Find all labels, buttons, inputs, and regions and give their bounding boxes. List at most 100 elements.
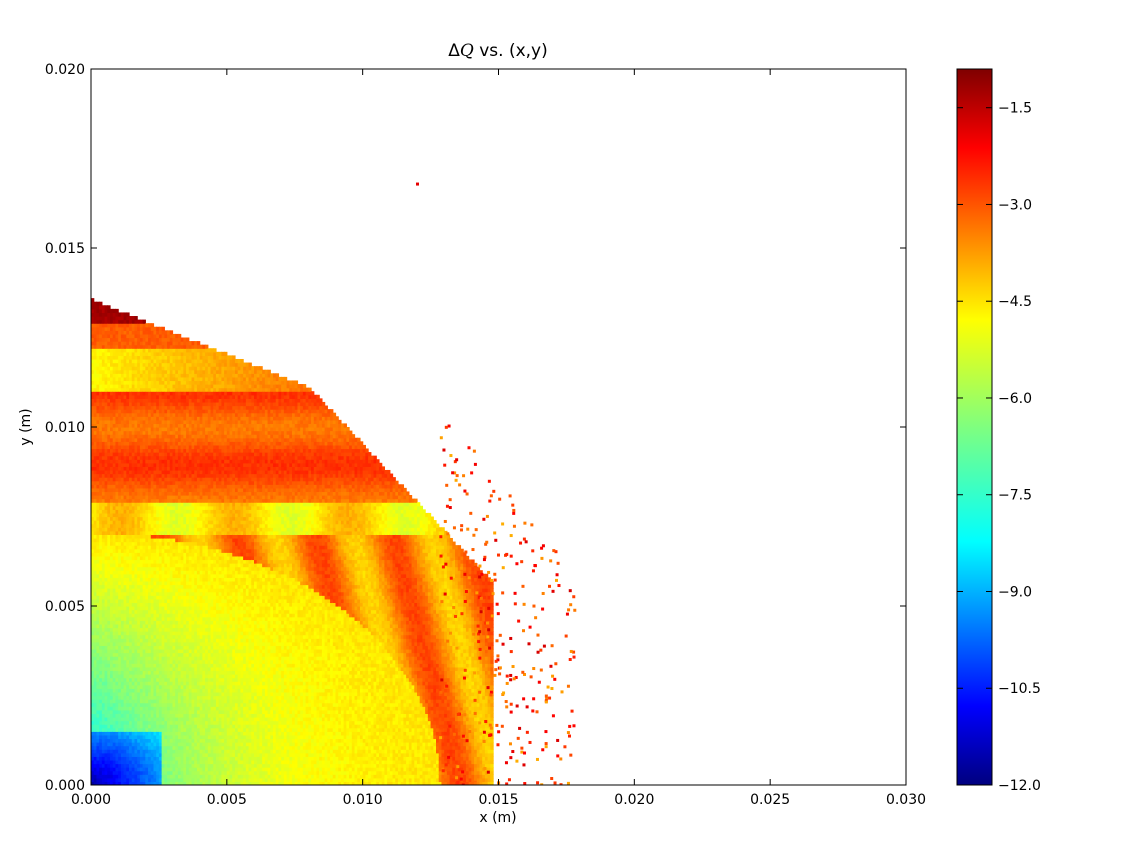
heatmap-cell [104,498,108,503]
heatmap-cell [101,330,106,335]
heatmap-cell [96,376,100,382]
heatmap-cell [104,523,108,528]
heatmap-cell [145,516,149,521]
heatmap-cell [120,355,125,360]
heatmap-cell [107,759,111,765]
heatmap-cell [99,380,103,385]
heatmap-cell [137,623,141,629]
heatmap-cell [110,756,114,761]
heatmap-cell [91,749,95,754]
heatmap-cell [118,545,122,550]
heatmap-cell [112,631,117,636]
heatmap-cell [129,699,133,704]
heatmap-cell [91,763,95,768]
heatmap-cell [120,394,125,399]
heatmap-cell [118,688,122,693]
heatmap-cell [99,713,103,718]
heatmap-cell [91,387,95,392]
heatmap-cell [139,641,144,646]
heatmap-cell [118,473,122,478]
heatmap-cell [142,684,146,689]
heatmap-cell [139,441,144,446]
heatmap-cell [104,516,108,521]
heatmap-cell [93,724,98,729]
heatmap-cell [118,541,122,546]
heatmap-cell [91,724,95,729]
heatmap-cell [107,577,111,582]
heatmap-cell [91,423,95,428]
heatmap-cell [115,695,119,700]
heatmap-cell [137,434,141,439]
heatmap-cell [99,555,103,561]
heatmap-cell [115,477,119,482]
heatmap-cell [110,591,114,596]
heatmap-cell [126,430,130,435]
heatmap-cell [142,573,146,578]
heatmap-cell [131,738,136,743]
heatmap-cell [101,369,106,374]
heatmap-cell [145,695,149,700]
heatmap-cell [142,484,146,489]
heatmap-cell [101,573,106,578]
heatmap-cell [118,602,122,607]
heatmap-cell [91,491,95,496]
heatmap-cell [145,466,149,471]
heatmap-cell [115,720,119,725]
heatmap-cell [126,380,130,385]
heatmap-cell [123,606,127,611]
heatmap-cell [123,341,127,346]
heatmap-cell [129,495,133,500]
heatmap-cell [107,362,111,367]
heatmap-cell [134,326,138,331]
heatmap-cell [148,398,152,403]
heatmap-cell [131,502,136,507]
heatmap-cell [110,584,114,589]
heatmap-cell [93,742,98,747]
heatmap-cell [96,552,100,557]
heatmap-cell [123,742,127,747]
heatmap-cell [101,419,106,425]
heatmap-cell [148,781,152,785]
heatmap-cell [91,373,95,378]
heatmap-cell [131,716,136,722]
heatmap-cell [139,566,144,571]
heatmap-cell [91,355,95,360]
heatmap-cell [93,462,98,467]
heatmap-cell [145,530,149,535]
heatmap-cell [148,595,152,600]
heatmap-cell [148,745,152,750]
heatmap-cell [96,641,100,646]
heatmap-cell [137,638,141,643]
heatmap-cell [107,627,111,632]
heatmap-cell [112,688,117,693]
heatmap-cell [101,688,106,693]
heatmap-cell [99,659,103,664]
heatmap-cell [148,563,152,568]
heatmap-cell [120,620,125,625]
heatmap-cell [96,505,100,510]
heatmap-cell [137,552,141,557]
heatmap-cell [131,631,136,636]
heatmap-cell [99,419,103,425]
heatmap-cell [110,577,114,582]
heatmap-cell [139,602,144,607]
heatmap-cell [145,620,149,625]
heatmap-cell [150,742,155,747]
heatmap-cell [139,591,144,596]
heatmap-cell [126,677,130,682]
heatmap-cell [104,580,108,586]
heatmap-cell [131,688,136,693]
heatmap-cell [150,666,155,672]
heatmap-cell [107,305,111,310]
heatmap-cell [101,616,106,621]
heatmap-cell [139,674,144,679]
heatmap-cell [129,427,133,432]
heatmap-cell [104,577,108,582]
heatmap-cell [91,702,95,707]
heatmap-cell [107,777,111,783]
heatmap-cell [120,702,125,707]
heatmap-cell [91,412,95,417]
heatmap-cell [99,606,103,611]
heatmap-cell [126,362,130,367]
heatmap-cell [104,366,108,371]
